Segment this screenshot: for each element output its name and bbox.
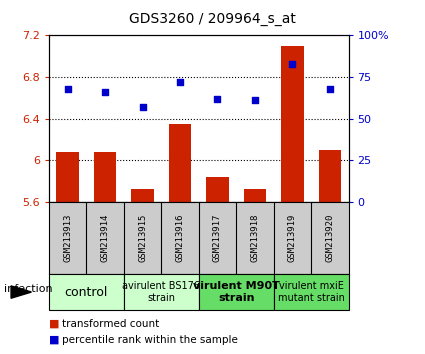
Bar [274,274,348,310]
Text: GSM213920: GSM213920 [325,214,334,262]
Point [176,79,183,85]
Text: ■: ■ [49,335,60,345]
Bar [319,150,341,202]
Bar [198,274,274,310]
Text: infection: infection [4,284,53,293]
Bar [131,189,154,202]
Text: GSM213919: GSM213919 [288,214,297,262]
Text: GSM213916: GSM213916 [176,214,184,262]
Polygon shape [11,286,31,298]
Text: GSM213915: GSM213915 [138,214,147,262]
Point [214,96,221,102]
Text: ■: ■ [49,319,60,329]
Text: percentile rank within the sample: percentile rank within the sample [62,335,238,345]
Point [289,61,296,67]
Text: transformed count: transformed count [62,319,159,329]
Point [64,86,71,91]
Text: GSM213913: GSM213913 [63,214,72,262]
Bar [281,46,303,202]
Text: virulent mxiE
mutant strain: virulent mxiE mutant strain [278,281,345,303]
Bar [244,189,266,202]
Text: GSM213917: GSM213917 [213,214,222,262]
Text: GSM213918: GSM213918 [250,214,259,262]
Bar [124,274,198,310]
Bar [206,177,229,202]
Bar [49,274,124,310]
Point [139,104,146,110]
Bar [169,124,191,202]
Text: avirulent BS176
strain: avirulent BS176 strain [122,281,200,303]
Text: control: control [65,286,108,298]
Point [326,86,333,91]
Text: virulent M90T
strain: virulent M90T strain [193,281,280,303]
Bar [57,152,79,202]
Text: GDS3260 / 209964_s_at: GDS3260 / 209964_s_at [129,12,296,27]
Point [102,89,108,95]
Point [252,97,258,103]
Text: GSM213914: GSM213914 [101,214,110,262]
Bar [94,152,116,202]
